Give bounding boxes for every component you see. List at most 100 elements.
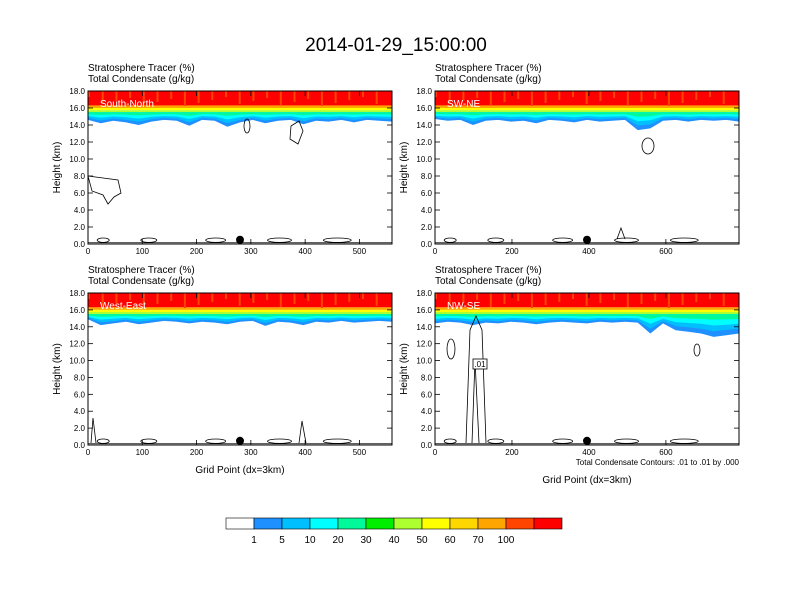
tracer-streak xyxy=(115,293,118,303)
tracer-streak xyxy=(476,91,479,98)
tracer-low-band-1 xyxy=(88,314,392,318)
panel-3: 0.0 2.0 4.0 6.0 8.0 10.0 12.0 14.0 16.0 18.0 0 100 2… xyxy=(52,265,393,476)
tracer-streak xyxy=(142,91,145,105)
tracer-streak xyxy=(156,293,159,304)
contour-low-cloud xyxy=(487,237,505,243)
tracer-streak xyxy=(266,293,269,300)
colorbar-swatch xyxy=(505,517,535,530)
y-tick-label: 18.0 xyxy=(69,87,85,96)
tracer-streak xyxy=(462,91,465,101)
tracer-streak xyxy=(626,91,629,105)
tracer-streak xyxy=(695,293,698,302)
tracer-streak xyxy=(558,293,561,302)
panel-label: SW-NE xyxy=(447,99,480,110)
tracer-70-band xyxy=(88,307,392,310)
colorbar-label: 70 xyxy=(472,535,484,546)
panel-4: .01 0.0 2.0 4.0 6.0 8.0 10.0 12.0 14.0 16.0 18.0 0 2… xyxy=(399,265,740,486)
y-tick-label: 2.0 xyxy=(421,223,433,232)
panel-title-tracer: Stratosphere Tracer (%) xyxy=(88,265,195,276)
tracer-streak xyxy=(517,91,520,99)
y-tick-label: 16.0 xyxy=(69,306,85,315)
tracer-streak xyxy=(476,293,479,300)
contour-low-cloud xyxy=(205,438,227,444)
panels-group: 0.0 2.0 4.0 6.0 8.0 10.0 12.0 14.0 16.0 18.0 0 100 2… xyxy=(52,63,740,486)
tracer-streak xyxy=(252,293,255,303)
tracer-70-band xyxy=(435,307,739,310)
y-tick-label: 16.0 xyxy=(416,104,432,113)
tracer-streak xyxy=(544,293,547,305)
tracer-streak xyxy=(101,293,104,306)
tracer-streak xyxy=(667,293,670,308)
tracer-field xyxy=(435,91,739,244)
contour-low-cloud xyxy=(140,237,158,243)
colorbar-label: 40 xyxy=(388,535,400,546)
tracer-streak xyxy=(640,91,643,102)
tracer-streak xyxy=(517,293,520,301)
y-tick-label: 12.0 xyxy=(69,340,85,349)
tracer-streak xyxy=(489,293,492,307)
plot-frame xyxy=(434,90,740,245)
panel-title-condensate: Total Condensate (g/kg) xyxy=(88,74,194,85)
tracer-streak xyxy=(722,91,725,104)
plot-frame xyxy=(434,292,740,446)
colorbar-swatch xyxy=(421,517,451,530)
tracer-streak xyxy=(667,91,670,106)
location-marker xyxy=(236,235,244,244)
y-tick-label: 18.0 xyxy=(416,87,432,96)
tracer-streak xyxy=(362,293,364,299)
y-tick-label: 4.0 xyxy=(74,206,86,215)
tracer-streak xyxy=(709,91,711,97)
contour-upper-cloud xyxy=(243,118,251,134)
tracer-streak xyxy=(334,91,337,103)
tracer-streak xyxy=(225,91,227,97)
y-tick-label: 10.0 xyxy=(416,155,432,164)
tracer-50-band xyxy=(88,108,392,111)
tracer-40-band xyxy=(88,312,392,315)
contour-low-cloud xyxy=(267,237,292,243)
tracer-streak xyxy=(722,293,725,306)
x-tick-label: 500 xyxy=(353,448,367,457)
x-tick-label: 400 xyxy=(582,247,596,256)
y-tick-label: 14.0 xyxy=(69,121,85,130)
y-axis-title: Height (km) xyxy=(52,142,63,194)
y-tick-label: 8.0 xyxy=(421,172,433,181)
y-tick-label: 6.0 xyxy=(74,390,86,399)
tracer-50-band xyxy=(88,309,392,312)
contour-low-cloud xyxy=(298,420,307,444)
contour-label: .01 xyxy=(474,360,486,369)
tracer-streak xyxy=(238,293,241,306)
tracer-streak xyxy=(544,91,547,103)
tracer-streak xyxy=(156,91,159,102)
contour-mid-cloud xyxy=(88,175,122,205)
tracer-streak xyxy=(613,293,616,300)
tracer-streak xyxy=(530,293,533,308)
tracer-40-band xyxy=(435,110,739,113)
y-tick-label: 14.0 xyxy=(416,323,432,332)
panel-title-tracer: Stratosphere Tracer (%) xyxy=(88,63,195,74)
tracer-streak xyxy=(197,293,200,305)
contour-low-cloud xyxy=(552,237,574,243)
y-tick-label: 18.0 xyxy=(416,289,432,298)
tracer-streak xyxy=(626,293,629,307)
tracer-70-band xyxy=(435,105,739,108)
tracer-field xyxy=(88,91,392,244)
location-marker xyxy=(583,436,591,445)
tracer-streak xyxy=(375,91,378,104)
tracer-streak xyxy=(709,293,711,299)
tracer-streak xyxy=(88,91,90,97)
x-tick-label: 100 xyxy=(136,247,150,256)
tracer-40-band xyxy=(88,110,392,113)
plot-frame xyxy=(87,90,393,245)
x-tick-label: 600 xyxy=(659,247,673,256)
tracer-streak xyxy=(142,293,145,307)
contour-upper-cloud xyxy=(446,338,456,360)
tracer-streak xyxy=(115,91,118,101)
tracer-streak xyxy=(293,293,296,304)
y-tick-label: 4.0 xyxy=(421,206,433,215)
y-tick-label: 16.0 xyxy=(69,104,85,113)
colorbar-label: 50 xyxy=(416,535,428,546)
tracer-streak xyxy=(320,293,323,308)
contour-low-cloud xyxy=(669,237,699,243)
tracer-streak xyxy=(489,91,492,105)
